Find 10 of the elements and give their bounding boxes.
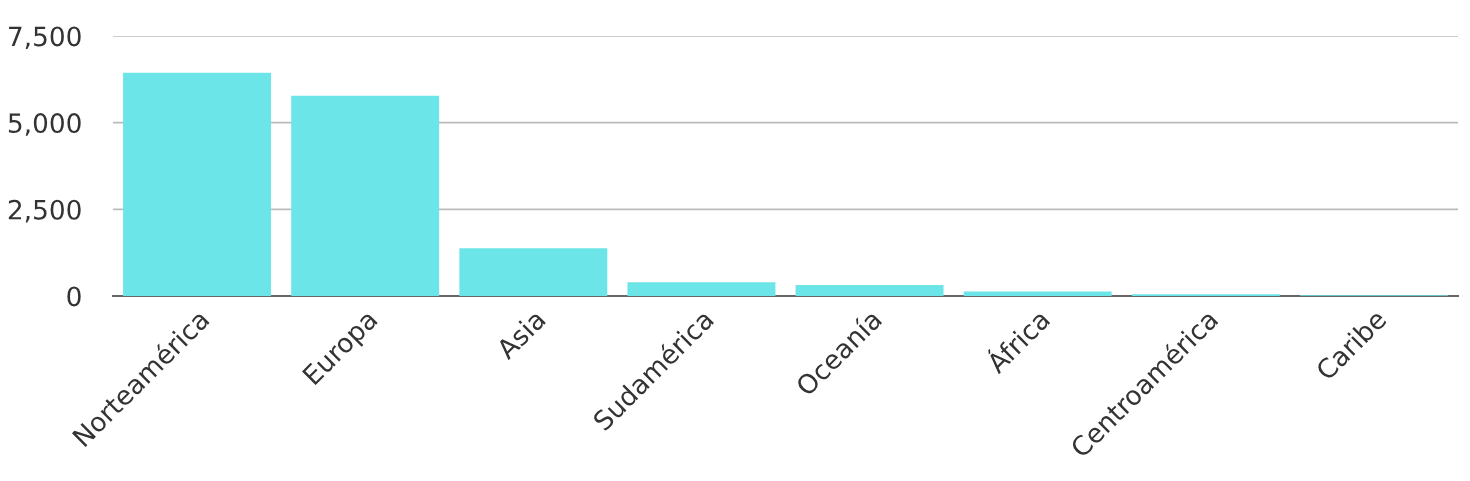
y-tick-label: 5,000 (8, 113, 81, 136)
bar (627, 282, 776, 296)
bar (459, 248, 608, 296)
y-tick-label: 7,500 (9, 26, 81, 50)
bar (123, 72, 272, 296)
bar (795, 284, 944, 296)
bar (291, 95, 440, 296)
bar (963, 291, 1112, 296)
y-tick-label: 0 (67, 286, 81, 307)
y-tick-label: 2,500 (8, 199, 81, 223)
